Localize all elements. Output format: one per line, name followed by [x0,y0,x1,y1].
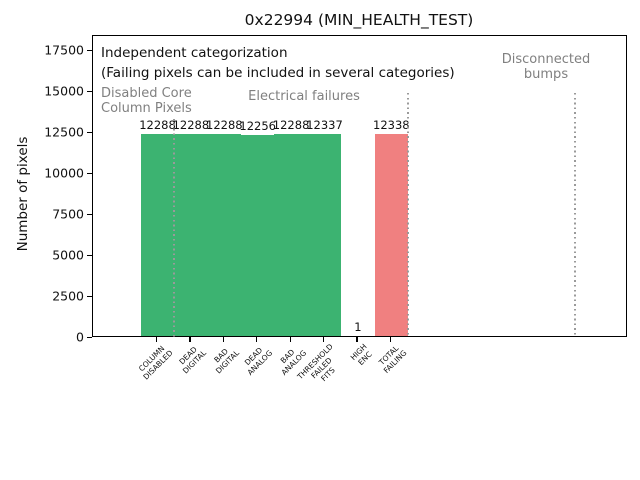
bar-column-disabled [140,134,175,336]
annotation-independent-categorization: Independent categorization [101,45,288,61]
x-tick-mark [289,337,291,342]
bar-bad-analog [274,134,308,336]
y-tick-label: 7500 [52,206,84,222]
region-label-disconnected-bumps-line1: Disconnected [501,52,591,67]
region-label-disabled-core-line2: Column Pixels [101,100,192,116]
bar-bad-digital [207,134,241,336]
x-tick-label-dead-digital: DEAD DIGITAL [176,344,208,376]
bar-value-label-dead-analog: 12256 [239,119,276,134]
y-tick-label: 17500 [44,42,84,58]
category-separator-dotted-line [407,93,409,338]
bar-value-label-high-enc: 1 [354,319,362,334]
bar-value-label-column-disabled: 12288 [139,118,176,133]
x-tick-mark [356,337,358,342]
y-tick-mark [87,172,92,174]
x-tick-label-total-failing: TOTAL FAILING [376,343,409,376]
bar-dead-analog [241,135,275,336]
y-tick-label: 5000 [52,247,84,263]
bar-value-label-dead-digital: 12288 [172,118,210,133]
y-tick-mark [87,295,92,297]
category-separator-dotted-line [574,93,576,338]
bar-threshold-failed-fits [307,133,342,336]
x-tick-mark [156,337,158,342]
bar-total-failing [374,133,408,336]
bar-value-label-bad-analog: 12288 [272,118,310,133]
region-label-disabled-core: Disabled Core Column Pixels [101,86,192,116]
y-tick-label: 10000 [44,165,84,181]
y-tick-label: 2500 [52,288,84,304]
chart-title: 0x22994 (MIN_HEALTH_TEST) [244,11,474,29]
bar-dead-digital [174,134,208,336]
plot-area: Independent categorization (Failing pixe… [92,35,627,338]
annotation-failing-note: (Failing pixels can be included in sever… [101,65,455,81]
region-label-electrical-failures: Electrical failures [248,89,360,104]
bar-value-label-total-failing: 12338 [373,117,410,132]
y-tick-mark [87,90,92,92]
y-tick-mark [87,213,92,215]
x-tick-label-high-enc: HIGH ENC [348,342,374,368]
y-tick-mark [87,254,92,256]
x-tick-mark [256,337,258,342]
x-tick-mark [323,337,325,342]
y-tick-mark [87,336,92,338]
x-tick-mark [189,337,191,342]
y-tick-mark [87,49,92,51]
bar-value-label-bad-digital: 12288 [206,118,243,133]
y-axis-label: Number of pixels [15,136,31,252]
x-tick-mark [222,337,224,342]
bar-value-label-threshold-failed-fits: 12337 [306,117,343,132]
x-tick-label-bad-digital: BAD DIGITAL [212,346,242,376]
y-tick-label: 15000 [44,83,84,99]
x-tick-mark [389,337,391,342]
x-tick-label-dead-analog: DEAD ANALOG [242,345,275,378]
region-label-disabled-core-line1: Disabled Core [101,86,192,101]
x-tick-label-column-disabled: COLUMN DISABLED [136,343,175,382]
region-label-disconnected-bumps: Disconnected bumps [501,52,591,82]
y-tick-label: 0 [76,329,84,345]
region-label-disconnected-bumps-line2: bumps [523,66,569,82]
y-tick-mark [87,131,92,133]
y-tick-label: 12500 [44,124,84,140]
category-separator-dotted-line [173,119,176,338]
